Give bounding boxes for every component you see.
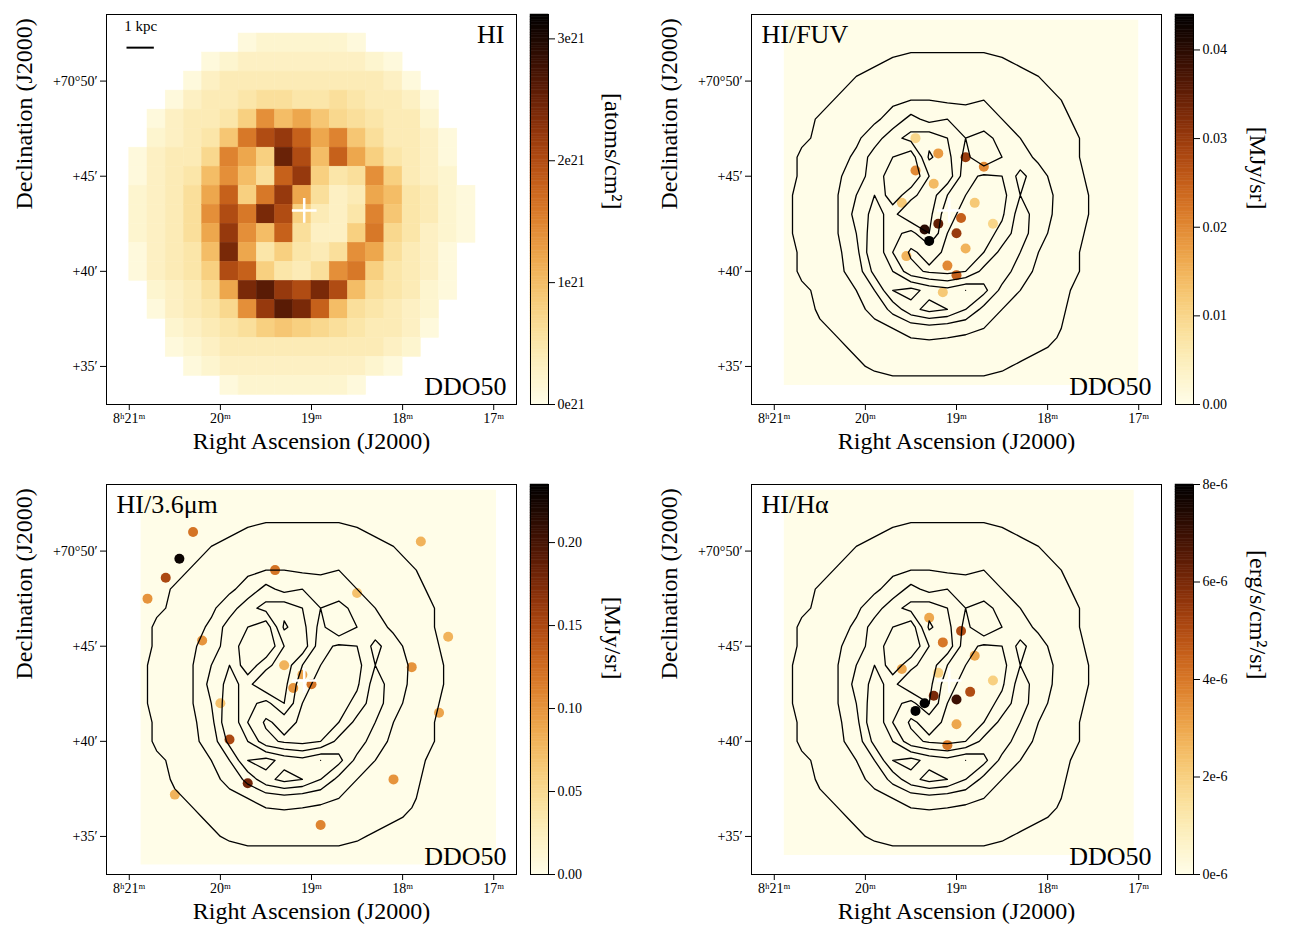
svg-text:+70°50′: +70°50′ [698, 544, 743, 559]
svg-text:0.02: 0.02 [1203, 220, 1228, 235]
svg-text:0e-6: 0e-6 [1203, 867, 1228, 882]
svg-text:Right Ascension (J2000): Right Ascension (J2000) [838, 898, 1075, 924]
svg-text:[MJy/sr]: [MJy/sr] [600, 597, 626, 680]
svg-text:Right Ascension (J2000): Right Ascension (J2000) [193, 898, 430, 924]
svg-text:3e21: 3e21 [558, 31, 585, 46]
svg-text:18ᵐ: 18ᵐ [392, 881, 413, 896]
svg-text:1e21: 1e21 [558, 275, 585, 290]
svg-text:18ᵐ: 18ᵐ [1037, 411, 1058, 426]
svg-text:HI/FUV: HI/FUV [762, 20, 849, 49]
svg-text:19ᵐ: 19ᵐ [946, 881, 967, 896]
svg-text:+40′: +40′ [718, 264, 743, 279]
svg-text:+35′: +35′ [718, 359, 743, 374]
svg-text:18ᵐ: 18ᵐ [1037, 881, 1058, 896]
svg-text:+70°50′: +70°50′ [53, 74, 98, 89]
svg-text:8e-6: 8e-6 [1203, 477, 1228, 492]
svg-text:20ᵐ: 20ᵐ [210, 411, 231, 426]
svg-text:DDO50: DDO50 [424, 372, 506, 401]
svg-text:0.00: 0.00 [1203, 397, 1228, 412]
svg-text:0.01: 0.01 [1203, 308, 1228, 323]
svg-text:4e-6: 4e-6 [1203, 672, 1228, 687]
svg-text:20ᵐ: 20ᵐ [855, 881, 876, 896]
svg-text:17ᵐ: 17ᵐ [1128, 881, 1149, 896]
svg-text:DDO50: DDO50 [1069, 842, 1151, 871]
svg-text:8ʰ21ᵐ: 8ʰ21ᵐ [113, 411, 145, 426]
svg-text:+40′: +40′ [73, 264, 98, 279]
svg-text:6e-6: 6e-6 [1203, 574, 1228, 589]
svg-text:Declination (J2000): Declination (J2000) [11, 488, 37, 679]
svg-text:+70°50′: +70°50′ [698, 74, 743, 89]
svg-text:19ᵐ: 19ᵐ [301, 881, 322, 896]
svg-text:HI: HI [477, 20, 504, 49]
svg-text:8ʰ21ᵐ: 8ʰ21ᵐ [758, 881, 790, 896]
svg-text:17ᵐ: 17ᵐ [1128, 411, 1149, 426]
svg-text:[atoms/cm²]: [atoms/cm²] [600, 93, 626, 210]
svg-text:8ʰ21ᵐ: 8ʰ21ᵐ [758, 411, 790, 426]
svg-text:+40′: +40′ [718, 734, 743, 749]
svg-text:+35′: +35′ [718, 829, 743, 844]
svg-text:0.00: 0.00 [558, 867, 583, 882]
svg-text:DDO50: DDO50 [424, 842, 506, 871]
svg-text:18ᵐ: 18ᵐ [392, 411, 413, 426]
svg-text:+45′: +45′ [718, 639, 743, 654]
svg-text:19ᵐ: 19ᵐ [946, 411, 967, 426]
svg-text:+40′: +40′ [73, 734, 98, 749]
svg-text:Declination (J2000): Declination (J2000) [656, 488, 682, 679]
svg-text:0.05: 0.05 [558, 784, 583, 799]
svg-text:8ʰ21ᵐ: 8ʰ21ᵐ [113, 881, 145, 896]
svg-text:0.03: 0.03 [1203, 131, 1228, 146]
svg-text:0.15: 0.15 [558, 618, 583, 633]
svg-text:+45′: +45′ [718, 169, 743, 184]
svg-text:Declination (J2000): Declination (J2000) [656, 18, 682, 209]
svg-text:20ᵐ: 20ᵐ [855, 411, 876, 426]
svg-text:17ᵐ: 17ᵐ [483, 411, 504, 426]
svg-text:20ᵐ: 20ᵐ [210, 881, 231, 896]
svg-text:Declination (J2000): Declination (J2000) [11, 18, 37, 209]
svg-text:0e21: 0e21 [558, 397, 585, 412]
svg-text:Right Ascension (J2000): Right Ascension (J2000) [838, 428, 1075, 454]
svg-text:HI/3.6μm: HI/3.6μm [117, 490, 218, 519]
svg-text:[MJy/sr]: [MJy/sr] [1245, 127, 1271, 210]
svg-text:DDO50: DDO50 [1069, 372, 1151, 401]
svg-text:[erg/s/cm²/sr]: [erg/s/cm²/sr] [1245, 550, 1271, 679]
svg-text:1 kpc: 1 kpc [124, 18, 157, 34]
svg-text:HI/Hα: HI/Hα [762, 490, 829, 519]
svg-text:17ᵐ: 17ᵐ [483, 881, 504, 896]
svg-text:2e21: 2e21 [558, 153, 585, 168]
svg-text:+45′: +45′ [73, 639, 98, 654]
svg-text:Right Ascension (J2000): Right Ascension (J2000) [193, 428, 430, 454]
svg-text:+45′: +45′ [73, 169, 98, 184]
svg-text:19ᵐ: 19ᵐ [301, 411, 322, 426]
svg-text:0.20: 0.20 [558, 535, 583, 550]
svg-text:2e-6: 2e-6 [1203, 769, 1228, 784]
svg-text:0.10: 0.10 [558, 701, 583, 716]
svg-text:+35′: +35′ [73, 359, 98, 374]
svg-text:+70°50′: +70°50′ [53, 544, 98, 559]
svg-text:0.04: 0.04 [1203, 42, 1228, 57]
svg-text:+35′: +35′ [73, 829, 98, 844]
